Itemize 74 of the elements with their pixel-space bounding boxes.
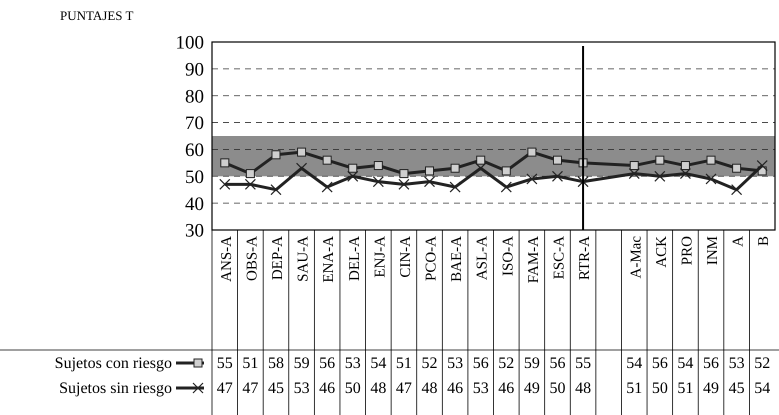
data-label: 45 xyxy=(268,380,284,397)
data-label: 48 xyxy=(370,380,386,397)
data-label: 48 xyxy=(575,380,592,397)
data-label: 53 xyxy=(728,355,745,372)
x-tick-label: ACK xyxy=(654,236,670,268)
data-label: 49 xyxy=(703,380,720,397)
x-tick-label: CIN-A xyxy=(398,236,414,278)
data-label: 51 xyxy=(626,380,642,397)
data-label: 47 xyxy=(242,380,258,397)
data-label: 50 xyxy=(549,380,566,397)
data-label: 54 xyxy=(754,380,770,397)
y-tick-label: 60 xyxy=(185,140,204,162)
legend-label: Sujetos con riesgo xyxy=(54,355,172,372)
x-tick-label: RTR-A xyxy=(577,236,594,280)
x-tick-label: OBS-A xyxy=(244,236,260,282)
x-tick-label: ESC-A xyxy=(551,236,568,280)
y-axis-title: PUNTAJES T xyxy=(60,8,134,23)
x-tick-label: ISO-A xyxy=(500,236,516,276)
x-tick-label: ASL-A xyxy=(474,236,491,280)
data-label: 59 xyxy=(294,355,310,372)
data-label: 50 xyxy=(652,380,668,397)
y-tick-label: 80 xyxy=(185,86,204,108)
x-tick-label: DEP-A xyxy=(270,236,286,280)
data-label: 55 xyxy=(216,355,233,372)
x-tick-label: ANS-A xyxy=(218,236,235,282)
data-label: 50 xyxy=(344,380,361,397)
data-label: 53 xyxy=(447,355,464,372)
x-tick-label: PRO xyxy=(679,236,696,266)
x-tick-label: SAU-A xyxy=(296,236,312,282)
data-label: 48 xyxy=(422,380,438,397)
data-label: 58 xyxy=(268,355,284,372)
data-label: 51 xyxy=(242,355,258,372)
data-label: 47 xyxy=(216,380,233,397)
data-label: 53 xyxy=(294,380,310,397)
x-tick-label: ENA-A xyxy=(321,236,338,283)
y-tick-label: 90 xyxy=(185,60,204,81)
x-tick-label: DEL-A xyxy=(346,236,363,281)
x-tick-label: B xyxy=(756,236,772,246)
y-tick-label: 100 xyxy=(176,32,204,54)
data-label: 53 xyxy=(344,355,361,372)
data-label: 56 xyxy=(652,355,668,372)
x-tick-label: INM xyxy=(705,236,722,266)
data-label: 52 xyxy=(422,355,438,372)
x-tick-label: FAM-A xyxy=(526,236,542,284)
data-label: 52 xyxy=(498,355,514,372)
data-label: 46 xyxy=(498,380,514,397)
y-tick-label: 50 xyxy=(185,166,204,188)
data-label: 46 xyxy=(447,380,464,397)
y-tick-label: 30 xyxy=(185,220,204,242)
x-tick-label: ENJ-A xyxy=(372,236,388,278)
y-tick-label: 70 xyxy=(185,113,204,134)
data-label: 53 xyxy=(472,380,489,397)
data-label: 45 xyxy=(728,380,745,397)
data-label: 49 xyxy=(524,380,540,397)
data-label: 56 xyxy=(549,355,566,372)
data-label: 47 xyxy=(396,380,412,397)
data-label: 51 xyxy=(396,355,412,372)
data-label: 54 xyxy=(677,355,694,372)
data-label: 54 xyxy=(370,355,386,372)
x-tick-label: PCO-A xyxy=(424,236,440,282)
data-label: 56 xyxy=(472,355,489,372)
data-label: 51 xyxy=(677,380,694,397)
data-label: 55 xyxy=(575,355,592,372)
data-label: 52 xyxy=(754,355,770,372)
data-label: 56 xyxy=(319,355,336,372)
data-label: 54 xyxy=(626,355,642,372)
legend-label: Sujetos sin riesgo xyxy=(59,380,172,397)
x-tick-label: BAE-A xyxy=(449,236,466,282)
data-label: 46 xyxy=(319,380,336,397)
x-tick-label: A-Mac xyxy=(628,236,644,278)
data-label: 56 xyxy=(703,355,720,372)
data-label: 59 xyxy=(524,355,540,372)
x-tick-label: A xyxy=(730,236,747,247)
y-tick-label: 40 xyxy=(185,194,204,215)
